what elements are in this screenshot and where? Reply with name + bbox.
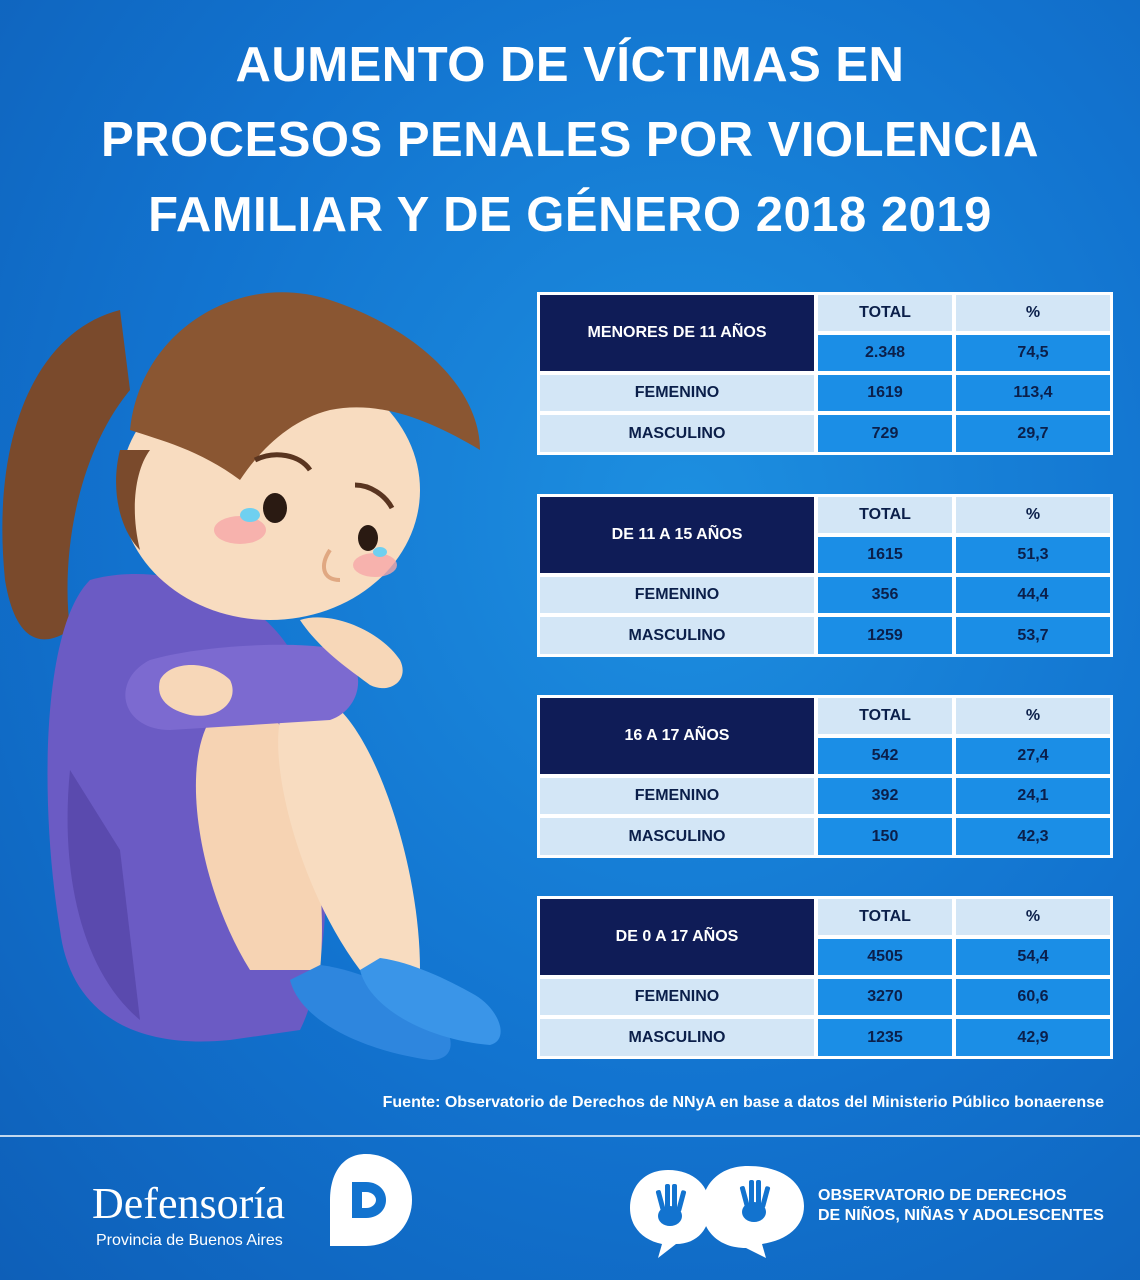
row-pct-femenino: 113,4 — [956, 375, 1110, 411]
footer-divider — [0, 1135, 1140, 1137]
defensoria-subtitle: Provincia de Buenos Aires — [96, 1232, 283, 1249]
col-pct-header: % — [956, 497, 1110, 533]
row-total-masculino: 1235 — [818, 1019, 952, 1056]
group-pct: 74,5 — [956, 335, 1110, 371]
col-pct-header: % — [956, 698, 1110, 734]
row-label-femenino: FEMENINO — [540, 778, 814, 814]
row-pct-femenino: 24,1 — [956, 778, 1110, 814]
row-label-masculino: MASCULINO — [540, 1019, 814, 1056]
row-label-femenino: FEMENINO — [540, 375, 814, 411]
col-total-header: TOTAL — [818, 295, 952, 331]
group-label: DE 0 A 17 AÑOS — [540, 899, 814, 975]
group-pct: 51,3 — [956, 537, 1110, 573]
row-pct-masculino: 53,7 — [956, 617, 1110, 654]
defensoria-wordmark: Defensoría — [92, 1179, 286, 1228]
row-pct-masculino: 42,3 — [956, 818, 1110, 855]
row-label-masculino: MASCULINO — [540, 415, 814, 452]
col-pct-header: % — [956, 295, 1110, 331]
row-total-femenino: 1619 — [818, 375, 952, 411]
title-line-3: FAMILIAR Y DE GÉNERO 2018 2019 — [148, 188, 992, 242]
crying-girl-illustration — [2, 292, 501, 1060]
observatorio-line-1: OBSERVATORIO DE DERECHOS — [818, 1187, 1067, 1204]
title-line-2: PROCESOS PENALES POR VIOLENCIA — [101, 113, 1039, 167]
row-label-femenino: FEMENINO — [540, 577, 814, 613]
row-total-masculino: 1259 — [818, 617, 952, 654]
observatorio-name: OBSERVATORIO DE DERECHOS DE NIÑOS, NIÑAS… — [818, 1186, 1104, 1226]
row-total-femenino: 392 — [818, 778, 952, 814]
row-total-masculino: 150 — [818, 818, 952, 855]
row-total-femenino: 3270 — [818, 979, 952, 1015]
row-label-masculino: MASCULINO — [540, 818, 814, 855]
observatorio-line-2: DE NIÑOS, NIÑAS Y ADOLESCENTES — [818, 1207, 1104, 1224]
source-note: Fuente: Observatorio de Derechos de NNyA… — [382, 1094, 1104, 1111]
group-label: 16 A 17 AÑOS — [540, 698, 814, 774]
row-total-femenino: 356 — [818, 577, 952, 613]
row-label-masculino: MASCULINO — [540, 617, 814, 654]
col-total-header: TOTAL — [818, 497, 952, 533]
row-pct-masculino: 29,7 — [956, 415, 1110, 452]
page-title: AUMENTO DE VÍCTIMAS EN PROCESOS PENALES … — [40, 28, 1100, 253]
group-label: MENORES DE 11 AÑOS — [540, 295, 814, 371]
hands-speech-bubbles-icon — [630, 1166, 804, 1258]
row-pct-masculino: 42,9 — [956, 1019, 1110, 1056]
col-pct-header: % — [956, 899, 1110, 935]
group-total: 1615 — [818, 537, 952, 573]
row-pct-femenino: 44,4 — [956, 577, 1110, 613]
col-total-header: TOTAL — [818, 899, 952, 935]
group-pct: 54,4 — [956, 939, 1110, 975]
defensoria-logo-icon — [330, 1154, 412, 1246]
group-total: 2.348 — [818, 335, 952, 371]
group-pct: 27,4 — [956, 738, 1110, 774]
row-total-masculino: 729 — [818, 415, 952, 452]
group-total: 542 — [818, 738, 952, 774]
col-total-header: TOTAL — [818, 698, 952, 734]
row-label-femenino: FEMENINO — [540, 979, 814, 1015]
group-total: 4505 — [818, 939, 952, 975]
row-pct-femenino: 60,6 — [956, 979, 1110, 1015]
group-label: DE 11 A 15 AÑOS — [540, 497, 814, 573]
title-line-1: AUMENTO DE VÍCTIMAS EN — [235, 38, 905, 92]
